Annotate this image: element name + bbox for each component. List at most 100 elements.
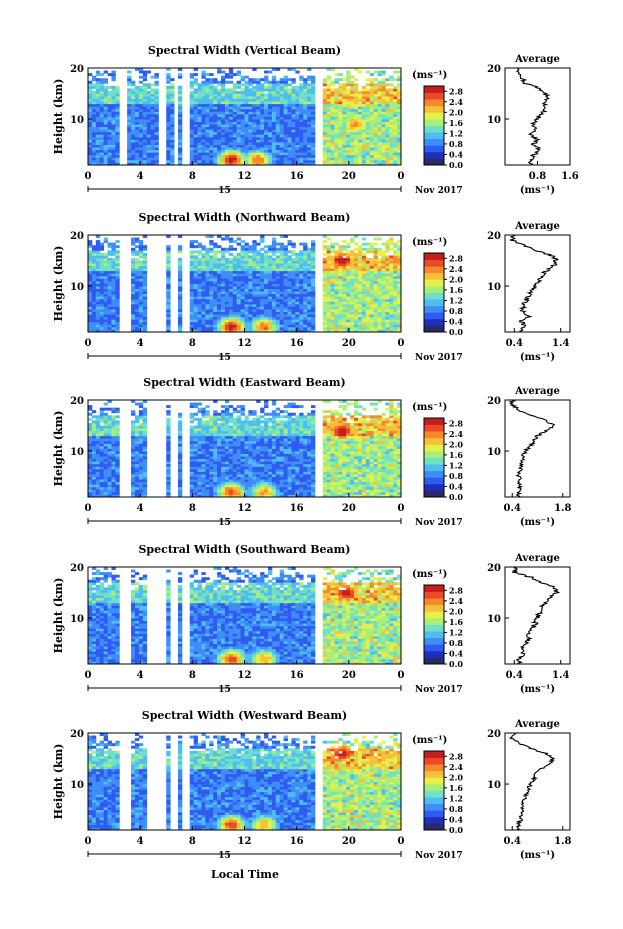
heatmap-cell <box>357 119 363 122</box>
heatmap-cell <box>350 144 355 148</box>
heatmap-cell <box>326 134 331 138</box>
heatmap-cell <box>236 139 241 143</box>
heatmap-cell <box>134 149 140 153</box>
heatmap-cell <box>131 275 136 279</box>
heatmap-cell <box>197 263 202 267</box>
heatmap-cell <box>267 134 273 138</box>
heatmap-cell <box>197 306 202 310</box>
heatmap-cell <box>307 319 312 323</box>
heatmap-cell <box>365 113 371 117</box>
heatmap-cell <box>111 98 116 102</box>
heatmap-cell <box>244 129 249 133</box>
heatmap-cell <box>240 162 245 166</box>
heatmap-cell <box>107 326 112 330</box>
heatmap-cell <box>201 329 206 333</box>
heatmap-cell <box>303 319 308 323</box>
heatmap-cell <box>228 149 234 153</box>
heatmap-cell <box>91 283 97 287</box>
heatmap-cell <box>201 113 206 117</box>
heatmap-cell <box>381 311 386 315</box>
heatmap-cell <box>91 326 97 330</box>
heatmap-cell <box>287 242 292 246</box>
heatmap-cell <box>283 298 288 302</box>
heatmap-cell <box>217 301 222 305</box>
average-profile-line <box>515 67 551 166</box>
heatmap-cell <box>193 96 198 100</box>
heatmap-cell <box>232 306 238 310</box>
heatmap-cell <box>177 314 183 318</box>
heatmap-cell <box>303 257 308 261</box>
heatmap-cell <box>197 273 202 277</box>
heatmap-cell <box>193 144 198 148</box>
heatmap-cell <box>131 288 136 292</box>
heatmap-cell <box>299 275 304 279</box>
heatmap-cell <box>279 329 285 333</box>
heatmap-cell <box>88 134 93 138</box>
heatmap-cell <box>373 247 378 251</box>
heatmap-cell <box>205 88 210 92</box>
heatmap-cell <box>228 311 234 315</box>
date-label: Nov 2017 <box>415 353 463 363</box>
heatmap-cell <box>369 324 375 328</box>
heatmap-cell <box>201 298 206 302</box>
heatmap-cell <box>373 134 378 138</box>
heatmap-cell <box>236 324 241 328</box>
heatmap-cell <box>397 260 402 264</box>
heatmap-cell <box>240 324 245 328</box>
heatmap-cell <box>248 111 253 115</box>
heatmap-cell <box>91 139 97 143</box>
heatmap-cell <box>224 126 230 130</box>
heatmap-cell <box>107 293 112 297</box>
heatmap-cell <box>311 159 316 163</box>
heatmap-cell <box>213 136 218 140</box>
heatmap-cell <box>142 316 148 320</box>
heatmap-cells <box>88 400 402 498</box>
heatmap-cell <box>193 103 198 107</box>
heatmap-cell <box>111 252 116 256</box>
heatmap-cell <box>326 321 331 325</box>
heatmap-cell <box>334 73 339 77</box>
heatmap-cell <box>240 121 245 125</box>
heatmap-cell <box>146 136 151 140</box>
heatmap-cell <box>354 147 359 151</box>
heatmap-cell <box>103 275 108 279</box>
heatmap-cell <box>189 260 195 264</box>
heatmap-cell <box>95 106 101 110</box>
heatmap-cell <box>397 90 402 94</box>
heatmap-cell <box>201 270 206 274</box>
heatmap-cell <box>189 103 195 107</box>
heatmap-cell <box>189 80 195 84</box>
heatmap-cell <box>361 273 367 277</box>
heatmap-cell <box>354 235 359 238</box>
heatmap-cell <box>111 129 116 133</box>
heatmap-cell <box>189 286 195 289</box>
heatmap-cell <box>377 157 382 161</box>
heatmap-cell <box>111 283 116 287</box>
heatmap-cell <box>338 85 343 89</box>
heatmap-cell <box>205 275 210 279</box>
heatmap-cell <box>134 314 140 318</box>
heatmap-cell <box>244 159 249 163</box>
heatmap-cell <box>271 124 277 128</box>
heatmap-cell <box>330 298 335 302</box>
heatmap-cell <box>334 116 339 120</box>
heatmap-cell <box>244 324 249 328</box>
heatmap-cell <box>291 126 296 130</box>
heatmap-cell <box>252 78 257 82</box>
heatmap-cell <box>295 270 300 274</box>
heatmap-cell <box>397 280 402 284</box>
heatmap-cell <box>303 108 308 112</box>
heatmap-cell <box>213 260 218 264</box>
heatmap-cell <box>397 309 402 312</box>
heatmap-cell <box>256 316 261 320</box>
heatmap-cell <box>91 466 97 470</box>
heatmap-cell <box>205 144 210 148</box>
heatmap-cell <box>365 126 371 130</box>
heatmap-cell <box>256 126 261 130</box>
heatmap-cell <box>115 116 120 120</box>
heatmap-cell <box>342 275 347 279</box>
heatmap-cell <box>99 124 105 128</box>
heatmap-cell <box>154 83 159 87</box>
heatmap-cell <box>111 149 116 153</box>
heatmap-cell <box>154 147 159 151</box>
